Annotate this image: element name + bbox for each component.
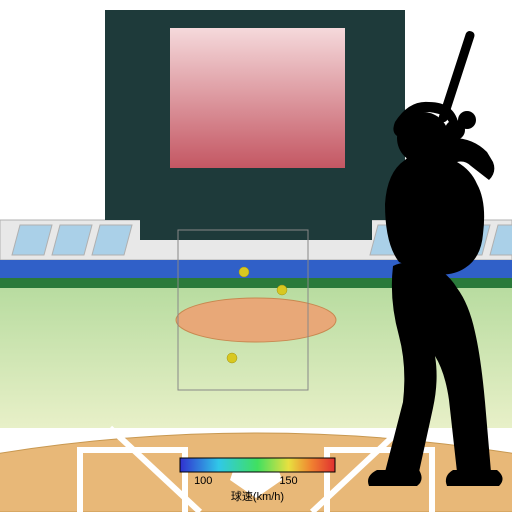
pitch-marker xyxy=(239,267,249,277)
pitch-marker xyxy=(227,353,237,363)
legend-label: 球速(km/h) xyxy=(231,489,284,503)
legend-tick: 100 xyxy=(194,475,212,487)
pitch-marker xyxy=(277,285,287,295)
speed-legend xyxy=(180,458,335,472)
legend-tick: 150 xyxy=(279,475,297,487)
pitch-location-chart: 100 150 球速(km/h) xyxy=(0,0,512,512)
